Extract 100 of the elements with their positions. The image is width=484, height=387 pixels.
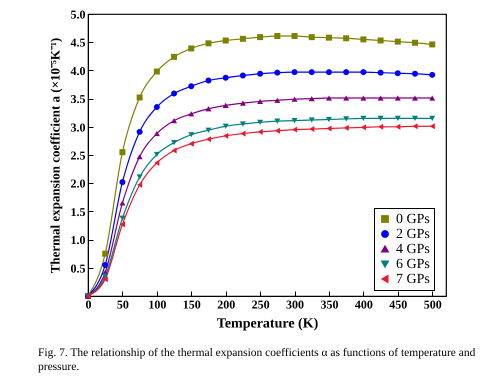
point [119,200,126,206]
point [240,121,246,127]
x-tick-label: 400 [354,298,373,312]
point [343,116,350,122]
point [136,94,143,100]
y-tick-label: 3.5 [70,92,86,106]
point [309,126,314,132]
x-tick-label: 200 [217,298,236,312]
point [412,116,418,121]
point [171,118,178,124]
point [188,45,194,52]
y-tick-label: 3.0 [70,120,86,134]
point [171,90,178,97]
point [222,102,229,108]
y-tick-label: 2.0 [70,176,86,191]
x-axis-title: Temperature (K) [216,316,319,332]
y-axis-title: Thermal expansion coefficient a (×10⁻⁵K⁻¹) [48,38,62,274]
point [136,174,143,180]
point [326,116,332,122]
x-tick-label: 350 [320,298,338,312]
point [343,69,350,76]
point [412,95,418,101]
x-tick-label: 250 [252,298,270,312]
point [188,132,194,138]
point [292,126,298,133]
point [119,149,126,156]
point [292,69,298,76]
point [326,95,332,101]
point [206,136,212,142]
point [326,34,332,41]
point [429,72,436,78]
point [308,69,315,76]
legend-label: 6 GPs [396,257,430,272]
x-tick-label: 150 [182,298,201,312]
x-tick-label: 100 [148,298,166,312]
point [274,70,280,76]
point [394,70,401,76]
point [274,128,280,134]
point [378,124,384,130]
legend-label: 0 GPs [396,212,430,227]
point [102,250,108,257]
y-tick-label: 4.5 [70,36,86,50]
point [102,276,108,282]
point [171,140,178,146]
x-tick-label: 500 [424,298,442,312]
point [102,262,108,268]
legend-label: 4 GPs [396,242,430,257]
point [344,124,349,131]
point [343,95,350,101]
point [412,40,418,46]
legend-label: 2 GPs [396,227,430,242]
point [292,32,298,39]
point [308,96,315,102]
point [205,128,212,133]
point [378,38,384,44]
point [274,98,280,103]
point [188,111,194,116]
legend-label: 7 GPs [396,272,430,287]
y-tick-label: 5.0 [70,8,86,22]
point [430,123,435,130]
point [257,70,264,77]
point [154,160,160,166]
point [188,140,194,147]
point [120,221,126,228]
point [308,34,315,40]
y-tick-label: 4.0 [70,64,86,78]
point [223,132,228,139]
y-tick-label: 1.5 [70,204,86,219]
point [154,104,160,110]
point [119,216,126,221]
point [154,68,160,75]
x-tick-label: 50 [116,298,129,312]
point [429,41,436,48]
point [205,40,212,46]
point [258,128,263,135]
point [171,54,178,60]
point [136,154,143,160]
point [274,118,280,124]
point [257,120,264,125]
point [171,147,177,154]
point [394,38,401,45]
point [222,74,229,81]
point [378,116,384,121]
point [292,96,298,102]
point [205,78,212,84]
point [429,95,436,101]
y-tick-label: 2.5 [70,148,86,162]
point [360,116,366,121]
point [188,83,194,90]
point [360,36,366,42]
point [343,35,350,42]
point [395,124,400,130]
point [222,38,229,44]
point [257,98,264,104]
point [205,106,212,112]
point [240,100,246,106]
point [378,95,384,101]
point [394,116,401,121]
x-tick-label: 300 [286,298,304,312]
point [136,128,143,135]
